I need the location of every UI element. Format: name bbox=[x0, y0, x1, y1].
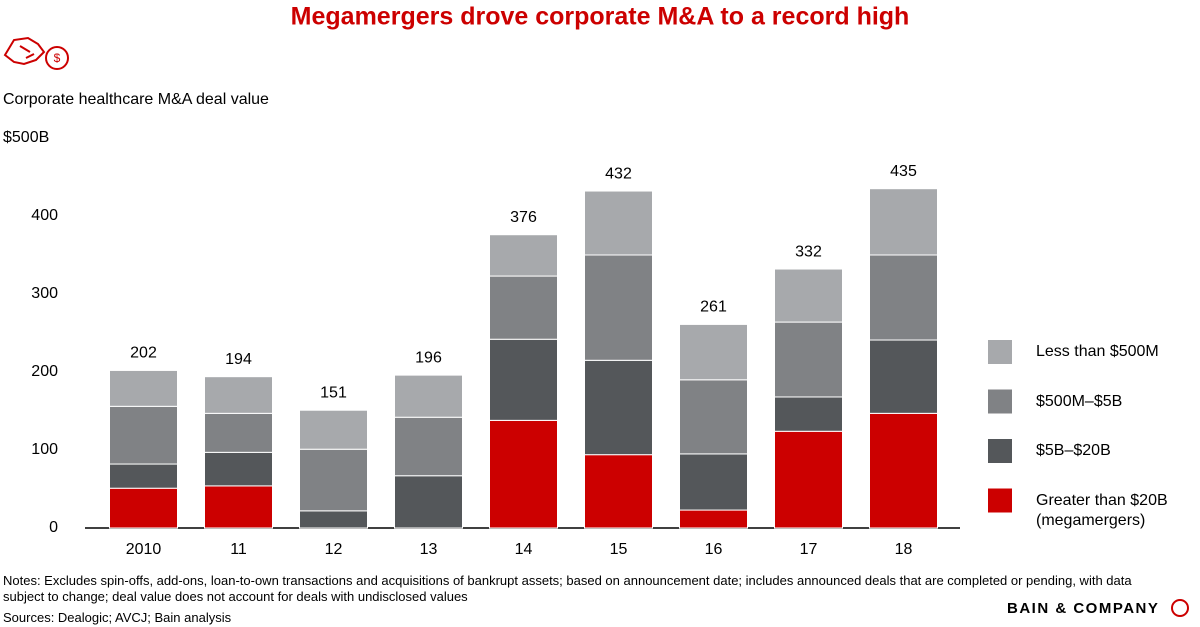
x-tick-label: 2010 bbox=[126, 541, 162, 558]
bar-segment bbox=[299, 448, 368, 512]
svg-text:$: $ bbox=[54, 51, 61, 65]
bar-segment bbox=[679, 379, 748, 455]
bar-segment bbox=[774, 321, 843, 398]
total-label: 261 bbox=[700, 299, 727, 316]
legend-label: $500M–$5B bbox=[1036, 392, 1123, 410]
bar-segment bbox=[774, 396, 843, 432]
total-label: 202 bbox=[130, 345, 157, 362]
total-label: 194 bbox=[225, 351, 252, 368]
bar-segment bbox=[869, 339, 938, 414]
bar-segment bbox=[204, 412, 273, 453]
x-tick-label: 17 bbox=[800, 541, 818, 558]
total-label: 196 bbox=[415, 349, 442, 366]
bar-segment bbox=[204, 485, 273, 529]
notes: Notes: Excludes spin-offs, add-ons, loan… bbox=[3, 573, 1132, 604]
x-tick-label: 16 bbox=[705, 541, 723, 558]
bar-segment bbox=[204, 376, 273, 414]
bar-segment bbox=[584, 190, 653, 256]
legend-label: $5B–$20B bbox=[1036, 442, 1111, 459]
total-label: 432 bbox=[605, 165, 632, 182]
x-tick-label: 18 bbox=[895, 541, 913, 558]
bar-segment bbox=[869, 188, 938, 256]
y-tick-label: 300 bbox=[31, 285, 58, 302]
bar-segment bbox=[869, 412, 938, 529]
bar-segment bbox=[394, 416, 463, 477]
legend-label: Greater than $20B (megamergers) bbox=[1036, 491, 1168, 529]
bar-segment bbox=[679, 453, 748, 511]
brand-logo: BAIN & COMPANY bbox=[1007, 600, 1160, 617]
sources: Sources: Dealogic; AVCJ; Bain analysis bbox=[3, 610, 232, 625]
x-tick-label: 14 bbox=[515, 541, 533, 558]
legend-swatch bbox=[988, 488, 1012, 513]
total-label: 376 bbox=[510, 209, 537, 226]
y-tick-label: 200 bbox=[31, 363, 58, 380]
bar-segment bbox=[109, 405, 178, 465]
bar-segment bbox=[679, 509, 748, 529]
bar-segment bbox=[584, 454, 653, 529]
bar-segment bbox=[109, 463, 178, 489]
bar-segment bbox=[299, 510, 368, 529]
bar-segment bbox=[774, 268, 843, 323]
chart-subtitle: Corporate healthcare M&A deal value bbox=[3, 91, 269, 108]
bar-segment bbox=[299, 409, 368, 450]
bar-segment bbox=[489, 338, 558, 421]
y-tick-label: 100 bbox=[31, 441, 58, 458]
bar-segment bbox=[774, 430, 843, 529]
legend-swatch bbox=[988, 389, 1012, 414]
legend-swatch bbox=[988, 439, 1012, 463]
y-tick-label: 0 bbox=[49, 519, 58, 536]
bar-segment bbox=[109, 369, 178, 407]
bar-segment bbox=[869, 254, 938, 341]
x-tick-label: 15 bbox=[610, 541, 628, 558]
total-label: 151 bbox=[320, 384, 347, 401]
bar-segment bbox=[489, 275, 558, 340]
x-tick-label: 11 bbox=[230, 541, 247, 558]
handshake-icon: $ bbox=[3, 36, 69, 70]
bar-segment bbox=[489, 234, 558, 277]
total-label: 435 bbox=[890, 163, 917, 180]
y-tick-label: 400 bbox=[31, 207, 58, 224]
bar-segment bbox=[584, 359, 653, 456]
bar-segment bbox=[204, 451, 273, 487]
legend-label: Less than $500M bbox=[1036, 343, 1159, 360]
bar-segment bbox=[679, 323, 748, 381]
bar-segment bbox=[394, 475, 463, 529]
total-label: 332 bbox=[795, 243, 822, 260]
bar-segment bbox=[109, 487, 178, 529]
x-tick-label: 13 bbox=[420, 541, 438, 558]
legend-swatch bbox=[988, 340, 1012, 364]
x-tick-label: 12 bbox=[325, 541, 343, 558]
bar-segment bbox=[584, 254, 653, 361]
y-tick-label: $500B bbox=[3, 129, 49, 146]
chart-title: Megamergers drove corporate M&A to a rec… bbox=[291, 3, 910, 31]
bar-segment bbox=[489, 419, 558, 529]
bar-segment bbox=[394, 374, 463, 418]
